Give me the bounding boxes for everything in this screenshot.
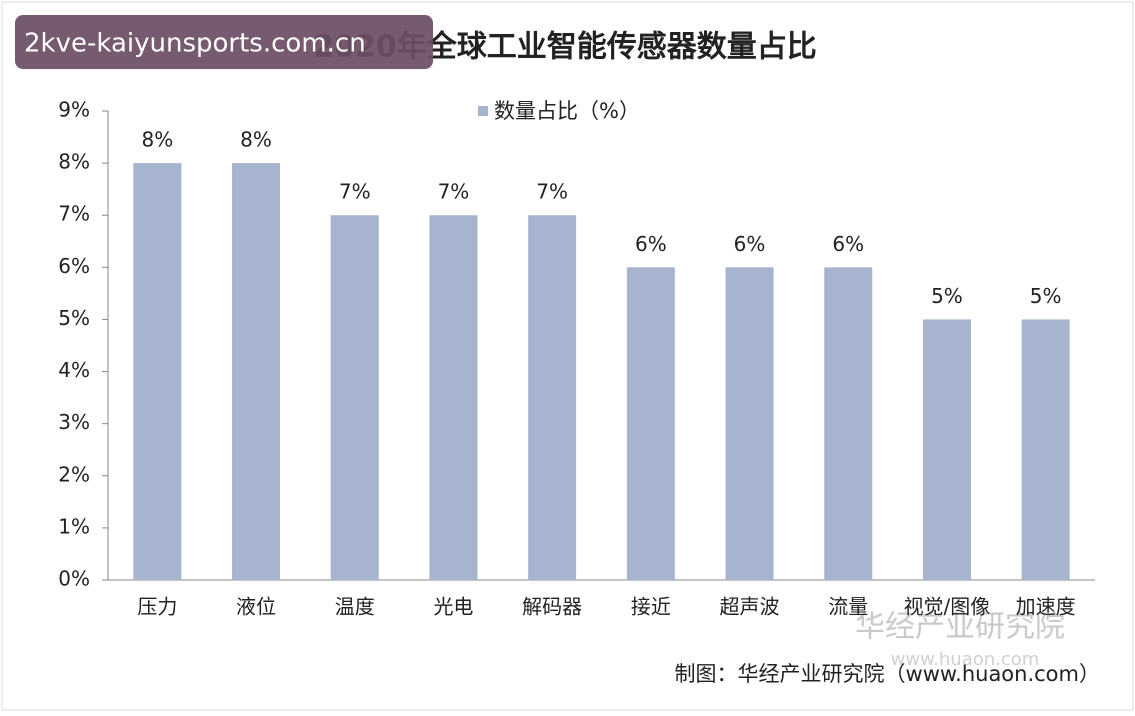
bar: [133, 163, 182, 580]
bar: [330, 215, 379, 580]
bar: [626, 267, 675, 580]
y-tick-label: 6%: [58, 254, 90, 278]
bar: [922, 319, 971, 580]
x-tick-label: 接近: [631, 595, 671, 619]
bar: [824, 267, 873, 580]
x-tick-label: 液位: [236, 595, 276, 619]
bar: [528, 215, 577, 580]
y-tick-label: 9%: [58, 98, 90, 122]
x-tick-label: 加速度: [1016, 595, 1076, 619]
x-tick-label: 压力: [137, 595, 177, 619]
site-watermark-box: [15, 15, 433, 69]
x-tick-label: 视觉/图像: [904, 595, 991, 619]
value-label: 6%: [734, 232, 766, 256]
x-tick-label: 解码器: [522, 595, 582, 619]
value-label: 5%: [931, 284, 963, 308]
bar: [232, 163, 281, 580]
x-tick-label: 光电: [433, 595, 473, 619]
x-tick-label: 温度: [335, 595, 375, 619]
x-tick-label: 超声波: [720, 595, 780, 619]
x-tick-label: 流量: [828, 595, 868, 619]
value-label: 8%: [240, 128, 272, 152]
y-tick-label: 5%: [58, 306, 90, 330]
y-tick-label: 7%: [58, 202, 90, 226]
bar: [725, 267, 774, 580]
site-watermark: 2kve-kaiyunsports.com.cn: [24, 29, 366, 59]
source-note: 制图：华经产业研究院（www.huaon.com）: [675, 662, 1100, 686]
y-tick-label: 0%: [58, 567, 90, 591]
y-tick-label: 1%: [58, 514, 90, 538]
y-tick-label: 8%: [58, 150, 90, 174]
value-label: 6%: [832, 232, 864, 256]
y-tick-label: 4%: [58, 358, 90, 382]
legend-swatch: [478, 106, 488, 116]
y-tick-label: 2%: [58, 462, 90, 486]
bar: [1021, 319, 1070, 580]
value-label: 7%: [339, 180, 371, 204]
value-label: 8%: [141, 128, 173, 152]
logo-url: www.huaon.com: [891, 649, 1040, 670]
value-label: 7%: [438, 180, 470, 204]
value-label: 5%: [1030, 284, 1062, 308]
value-label: 7%: [536, 180, 568, 204]
y-tick-label: 3%: [58, 410, 90, 434]
bar: [429, 215, 478, 580]
value-label: 6%: [635, 232, 667, 256]
logo-watermark: 华经产业研究院: [855, 610, 1065, 645]
legend-label: 数量占比（%）: [494, 99, 640, 123]
